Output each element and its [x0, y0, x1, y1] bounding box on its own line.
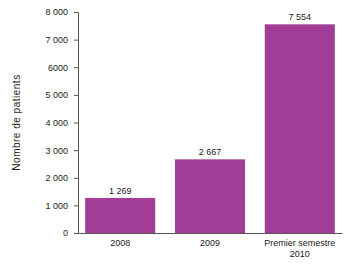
y-tick-label: 2 000: [45, 173, 68, 183]
y-tick: 3 000: [45, 146, 78, 156]
y-tick: 1 000: [45, 201, 78, 211]
y-tick-label: 1 000: [45, 201, 68, 211]
y-tick-mark: [74, 150, 78, 151]
x-tick-label: 2008: [110, 238, 130, 248]
y-tick-mark: [74, 67, 78, 68]
bar: [175, 159, 245, 233]
y-axis-title: Nombre de patients: [11, 74, 22, 170]
x-tick: 2009: [200, 238, 220, 248]
x-tick: Premier semestre2010: [264, 238, 335, 258]
y-tick: 4 000: [45, 118, 78, 128]
y-tick: 2 000: [45, 173, 78, 183]
bar: [265, 24, 335, 233]
x-tick-label: Premier semestre2010: [264, 238, 335, 258]
y-tick: 8 000: [45, 7, 78, 17]
y-tick: 6000: [48, 63, 78, 73]
data-label: 7 554: [289, 12, 312, 22]
y-tick-mark: [74, 178, 78, 179]
y-tick-mark: [74, 95, 78, 96]
y-tick-mark: [74, 123, 78, 124]
data-label: 2 667: [199, 147, 222, 157]
y-tick-mark: [74, 40, 78, 41]
bars: [85, 24, 335, 233]
x-axis-line: [79, 233, 343, 234]
y-tick-mark: [74, 12, 78, 13]
y-tick-mark: [74, 233, 78, 234]
y-tick-label: 5 000: [45, 90, 68, 100]
chart: 0 1 000 2 000 3 000 4 000 5 000 6000 7 000 8 000…: [0, 0, 364, 265]
y-tick-label: 6000: [48, 63, 68, 73]
x-tick: 2008: [110, 238, 130, 248]
x-axis: 2008 2009 Premier semestre2010: [79, 234, 343, 259]
bar: [85, 198, 155, 233]
y-tick-label: 7 000: [45, 35, 68, 45]
x-tick-label-line: 2010: [290, 249, 310, 259]
y-tick: 0: [63, 228, 78, 238]
y-axis-line: [74, 13, 79, 234]
y-tick: 7 000: [45, 35, 78, 45]
y-tick-label: 3 000: [45, 146, 68, 156]
x-tick-label: 2009: [200, 238, 220, 248]
y-axis: 0 1 000 2 000 3 000 4 000 5 000 6000 7 000 8 000: [45, 7, 78, 238]
y-tick: 5 000: [45, 90, 78, 100]
y-tick-mark: [74, 205, 78, 206]
y-tick-label: 0: [63, 228, 68, 238]
y-tick-label: 4 000: [45, 118, 68, 128]
x-tick-label-line: Premier semestre: [264, 238, 335, 248]
y-tick-label: 8 000: [45, 7, 68, 17]
data-labels: 1 269 2 667 7 554: [109, 12, 311, 196]
data-label: 1 269: [109, 186, 132, 196]
plot: 0 1 000 2 000 3 000 4 000 5 000 6000 7 000 8 000…: [45, 7, 342, 258]
